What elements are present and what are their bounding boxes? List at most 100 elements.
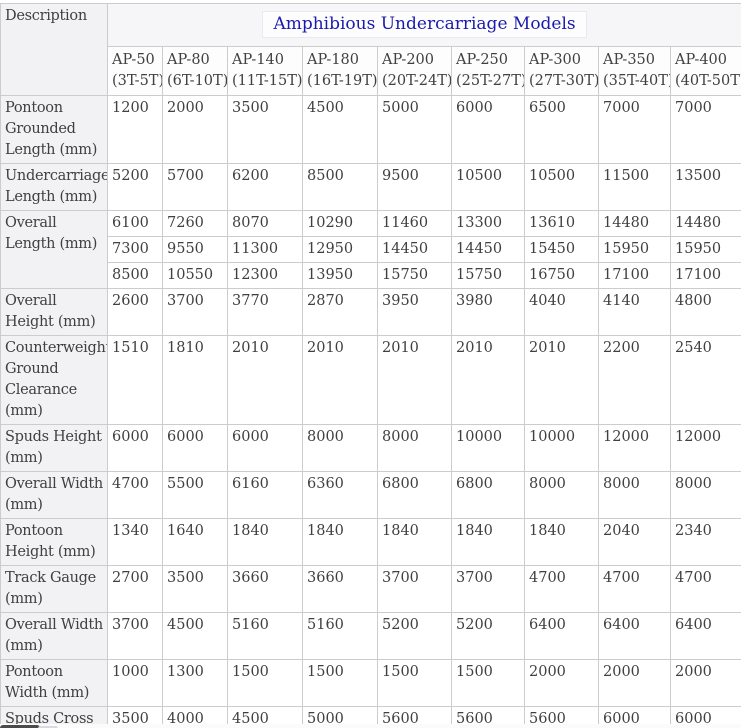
value-cell: 6100 — [107, 210, 163, 237]
column-header-ap-250: AP-250 (25T-27T) — [451, 46, 525, 96]
value-cell: 8500 — [302, 163, 378, 211]
value-cell: 7000 — [669, 95, 741, 164]
column-header-ap-50: AP-50 (3T-5T) — [107, 46, 163, 96]
table-row: 7300 9550 11300 12950 14450 14450 15450 15950 15… — [1, 236, 741, 263]
value-cell: 10500 — [451, 163, 525, 211]
row-label: Overall Length (mm) — [0, 210, 108, 289]
row-label: Track Gauge (mm) — [0, 565, 108, 613]
value-cell: 2010 — [377, 335, 452, 425]
value-cell: 1500 — [302, 659, 378, 707]
value-cell: 6800 — [451, 471, 525, 519]
value-cell: 13610 — [524, 210, 599, 237]
value-cell: 11460 — [377, 210, 452, 237]
value-cell: 5200 — [377, 612, 452, 660]
value-cell: 6200 — [227, 163, 303, 211]
value-cell: 10550 — [162, 262, 228, 289]
value-cell: 6000 — [227, 424, 303, 472]
row-label: Spuds Height (mm) — [0, 424, 108, 472]
table-row: Track Gauge (mm) 2700 3500 3660 3660 3700 3700… — [0, 565, 741, 613]
value-cell: 3500 — [162, 565, 228, 613]
row-label: Overall Height (mm) — [0, 288, 108, 336]
value-cell: 13950 — [302, 262, 378, 289]
value-cell: 5200 — [451, 612, 525, 660]
value-cell: 6000 — [162, 424, 228, 472]
value-cell: 10500 — [524, 163, 599, 211]
value-cell: 8000 — [377, 424, 452, 472]
value-cell: 1840 — [377, 518, 452, 566]
table-row: Pontoon Height (mm) 1340 1640 1840 1840 1840 1… — [0, 518, 741, 566]
value-cell: 9500 — [377, 163, 452, 211]
value-cell: 3950 — [377, 288, 452, 336]
value-cell: 6360 — [302, 471, 378, 519]
horizontal-scrollbar[interactable] — [0, 724, 741, 728]
value-cell: 10000 — [524, 424, 599, 472]
value-cell: 13300 — [451, 210, 525, 237]
value-cell: 5700 — [162, 163, 228, 211]
row-label: Overall Width (mm) — [0, 471, 108, 519]
value-cell: 5160 — [302, 612, 378, 660]
value-cell: 1840 — [227, 518, 303, 566]
value-cell: 1000 — [107, 659, 163, 707]
value-cell: 5500 — [162, 471, 228, 519]
horizontal-scrollbar-thumb[interactable] — [0, 725, 40, 728]
value-cell: 1810 — [162, 335, 228, 425]
value-cell: 6000 — [598, 706, 671, 728]
column-header-ap-180: AP-180 (16T-19T) — [302, 46, 378, 96]
row-label: Undercarriage Length (mm) — [0, 163, 108, 211]
table-row: Overall Length (mm) 6100 7260 8070 10290 1146… — [0, 210, 741, 289]
value-cell: 2000 — [669, 659, 741, 707]
value-cell: 12000 — [598, 424, 671, 472]
value-cell: 2040 — [598, 518, 671, 566]
value-cell: 16750 — [524, 262, 599, 289]
value-cell: 6400 — [524, 612, 599, 660]
value-cell: 5600 — [524, 706, 599, 728]
value-cell: 6800 — [377, 471, 452, 519]
value-cell: 2600 — [107, 288, 163, 336]
value-cell: 7300 — [107, 236, 163, 263]
description-header-cell: Description — [0, 3, 108, 96]
value-cell: 3660 — [302, 565, 378, 613]
value-cell: 2700 — [107, 565, 163, 613]
value-cell: 5160 — [227, 612, 303, 660]
value-cell: 10290 — [302, 210, 378, 237]
value-cell: 14480 — [598, 210, 671, 237]
value-cell: 12950 — [302, 236, 378, 263]
value-cell: 6160 — [227, 471, 303, 519]
spec-table-page: Description Amphibious Undercarriage Mod… — [0, 3, 741, 728]
value-cell: 4700 — [107, 471, 163, 519]
value-cell: 1200 — [107, 95, 163, 164]
value-cell: 4000 — [162, 706, 228, 728]
table-row: 8500 10550 12300 13950 15750 15750 16750 17100 1… — [1, 262, 741, 289]
table-title: Amphibious Undercarriage Models — [262, 11, 587, 38]
value-cell: 6000 — [451, 95, 525, 164]
value-cell: 4700 — [669, 565, 741, 613]
value-cell: 8000 — [669, 471, 741, 519]
value-cell: 3980 — [451, 288, 525, 336]
value-cell: 7000 — [598, 95, 671, 164]
column-header-ap-80: AP-80 (6T-10T) — [162, 46, 228, 96]
value-cell: 3700 — [451, 565, 525, 613]
value-cell: 15750 — [377, 262, 452, 289]
value-cell: 3700 — [162, 288, 228, 336]
table-body: Pontoon Grounded Length (mm) 1200 2000 3500… — [0, 95, 741, 728]
table-title-cell: Amphibious Undercarriage Models — [106, 3, 741, 47]
value-cell: 1510 — [107, 335, 163, 425]
value-cell: 4140 — [598, 288, 671, 336]
table-row: Overall Width (mm) 4700 5500 6160 6360 6800 68… — [0, 471, 741, 519]
column-header-ap-140: AP-140 (11T-15T) — [227, 46, 303, 96]
row-label: Pontoon Height (mm) — [0, 518, 108, 566]
row-label: Spuds Cross Range (mm) — [0, 706, 108, 728]
value-cell: 5000 — [377, 95, 452, 164]
value-cell: 1300 — [162, 659, 228, 707]
value-cell: 2010 — [524, 335, 599, 425]
table-row: Undercarriage Length (mm) 5200 5700 6200 850… — [0, 163, 741, 211]
row-label: Counterweight Ground Clearance (mm) — [0, 335, 108, 425]
column-header-ap-200: AP-200 (20T-24T) — [377, 46, 452, 96]
value-cell: 15950 — [598, 236, 671, 263]
value-cell: 13500 — [669, 163, 741, 211]
value-cell: 12000 — [669, 424, 741, 472]
value-cell: 4800 — [669, 288, 741, 336]
value-cell: 3500 — [107, 706, 163, 728]
model-header-row: AP-50 (3T-5T) AP-80 (6T-10T) AP-140 (11T-15T)… — [1, 46, 741, 96]
value-cell: 5600 — [451, 706, 525, 728]
